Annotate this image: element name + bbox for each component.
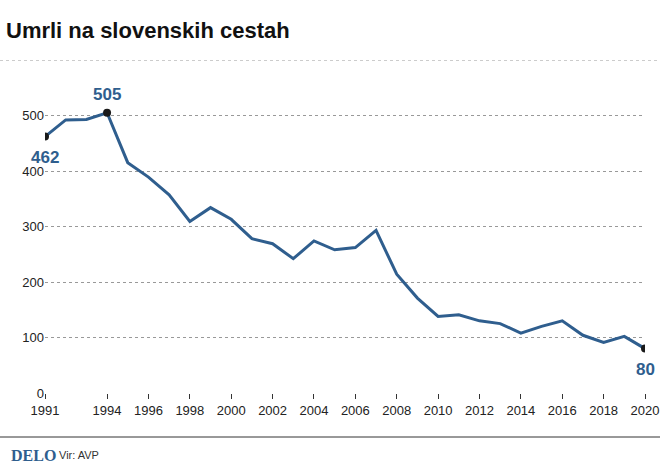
svg-text:500: 500	[22, 108, 44, 123]
svg-text:80: 80	[636, 360, 655, 379]
svg-text:2016: 2016	[548, 403, 577, 418]
svg-text:200: 200	[22, 275, 44, 290]
svg-text:505: 505	[93, 85, 121, 104]
svg-text:2018: 2018	[589, 403, 618, 418]
svg-text:2004: 2004	[300, 403, 329, 418]
svg-text:300: 300	[22, 219, 44, 234]
svg-text:2008: 2008	[382, 403, 411, 418]
svg-text:DELO: DELO	[11, 447, 56, 464]
svg-text:2012: 2012	[465, 403, 494, 418]
svg-text:100: 100	[22, 330, 44, 345]
svg-text:1991: 1991	[31, 403, 60, 418]
svg-text:2010: 2010	[424, 403, 453, 418]
svg-text:2000: 2000	[217, 403, 246, 418]
svg-text:1996: 1996	[134, 403, 163, 418]
svg-text:Vir: AVP: Vir: AVP	[59, 449, 99, 461]
svg-text:400: 400	[22, 164, 44, 179]
svg-text:0: 0	[37, 386, 44, 401]
svg-text:2014: 2014	[506, 403, 535, 418]
svg-text:462: 462	[31, 148, 59, 167]
svg-text:1994: 1994	[93, 403, 122, 418]
svg-text:2006: 2006	[341, 403, 370, 418]
svg-text:Umrli na slovenskih cestah: Umrli na slovenskih cestah	[6, 18, 290, 43]
svg-text:1998: 1998	[175, 403, 204, 418]
svg-text:2020: 2020	[631, 403, 660, 418]
svg-text:2002: 2002	[258, 403, 287, 418]
